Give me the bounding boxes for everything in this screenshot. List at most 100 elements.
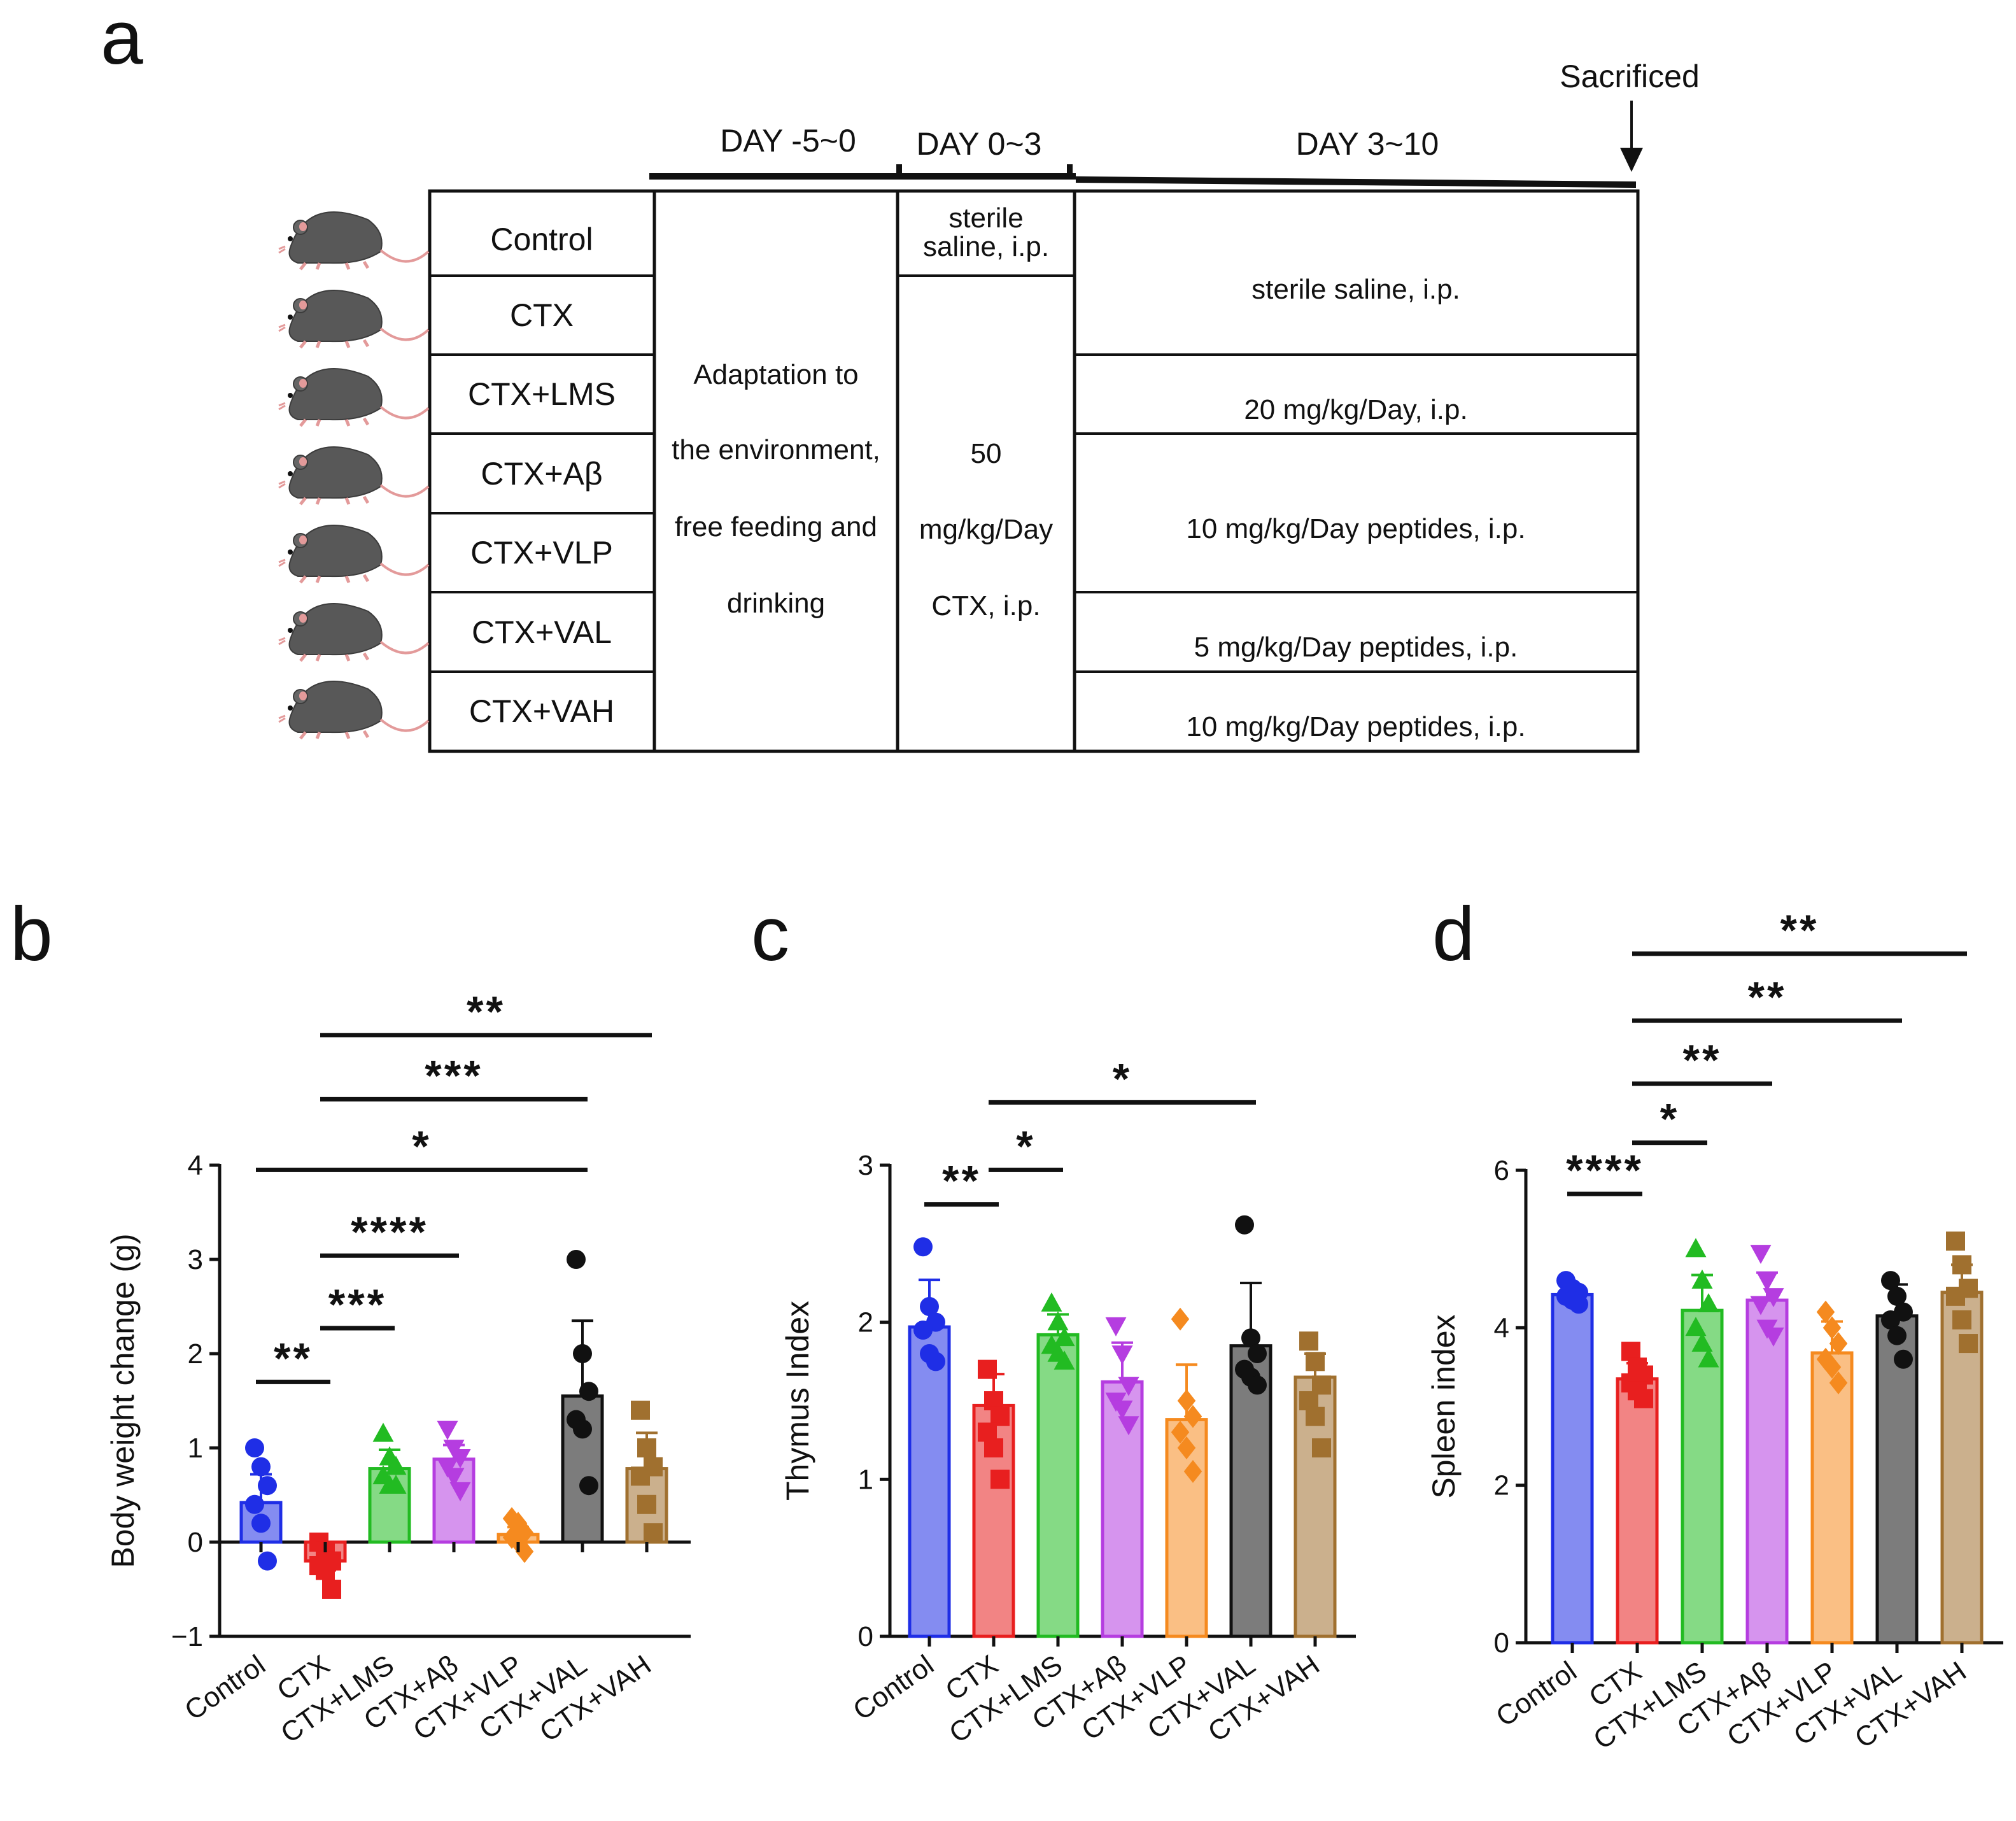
sacrificed-label: Sacrificed bbox=[1560, 59, 1700, 94]
data-point-ctx-lms bbox=[1041, 1292, 1062, 1312]
panel-a: a DAY -5~0 DAY 0~3 DAY 3~10 Sacrificed bbox=[101, 0, 1700, 753]
data-point-ctx-lms bbox=[1047, 1311, 1069, 1331]
group-label-control: Control bbox=[490, 222, 593, 257]
adaptation-line-3: free feeding and bbox=[675, 511, 877, 542]
bar-ctx-lms bbox=[1036, 1333, 1080, 1638]
data-point-ctx-val bbox=[579, 1476, 598, 1496]
data-point-ctx-abeta bbox=[449, 1482, 471, 1501]
mouse-icons bbox=[279, 212, 428, 739]
y-axis-title: Body weight change (g) bbox=[105, 1233, 141, 1568]
control-saline-line-1: sterile bbox=[948, 202, 1023, 234]
significance-stars: ** bbox=[1748, 973, 1787, 1021]
significance-stars: * bbox=[1113, 1054, 1132, 1103]
data-point-ctx-vlp bbox=[1816, 1300, 1835, 1324]
y-tick-label: 1 bbox=[188, 1433, 203, 1464]
data-point-ctx-lms bbox=[1691, 1269, 1713, 1289]
data-point-ctx-val bbox=[1248, 1344, 1267, 1363]
mouse-icon bbox=[279, 447, 428, 504]
mouse-icon bbox=[279, 212, 428, 269]
group-label-ctx-abeta: CTX+Aβ bbox=[481, 456, 602, 492]
bar-control bbox=[1551, 1293, 1594, 1645]
data-point-ctx-val bbox=[1887, 1326, 1907, 1345]
y-axis-title: Thymus Index bbox=[780, 1301, 815, 1501]
data-point-ctx-vah bbox=[637, 1438, 656, 1457]
data-point-ctx-val bbox=[1881, 1271, 1900, 1291]
data-point-ctx-vah bbox=[1946, 1286, 1965, 1306]
ctx-dose-line-2: mg/kg/Day bbox=[919, 514, 1053, 545]
data-point-ctx-abeta bbox=[1118, 1416, 1139, 1436]
data-point-ctx-abeta bbox=[437, 1421, 458, 1440]
data-point-ctx bbox=[316, 1561, 335, 1580]
data-point-ctx-vlp bbox=[1822, 1316, 1842, 1340]
data-point-ctx-lms bbox=[1698, 1348, 1719, 1368]
data-point-control bbox=[245, 1438, 264, 1457]
y-tick-label: 2 bbox=[1494, 1470, 1509, 1501]
data-point-ctx-lms bbox=[1698, 1293, 1719, 1312]
significance-stars: * bbox=[1016, 1122, 1035, 1170]
data-point-control bbox=[258, 1476, 277, 1496]
y-tick-label: 3 bbox=[858, 1150, 873, 1181]
group-label-ctx-vah: CTX+VAH bbox=[469, 693, 614, 729]
significance-stars: **** bbox=[351, 1208, 428, 1256]
data-point-ctx-vah bbox=[1952, 1255, 1971, 1275]
panel-letter-c: c bbox=[751, 891, 789, 977]
data-point-ctx-vlp bbox=[1177, 1436, 1196, 1459]
data-point-ctx-lms bbox=[372, 1422, 394, 1442]
data-point-ctx bbox=[984, 1438, 1003, 1457]
timeline: DAY -5~0 DAY 0~3 DAY 3~10 Sacrificed bbox=[649, 59, 1700, 188]
bar-ctx bbox=[1616, 1377, 1659, 1645]
data-point-control bbox=[913, 1237, 933, 1257]
y-tick-label: 0 bbox=[1494, 1627, 1509, 1659]
adaptation-line-1: Adaptation to bbox=[693, 359, 858, 390]
significance-stars: * bbox=[412, 1122, 431, 1170]
data-point-ctx bbox=[322, 1580, 341, 1599]
treatment-peptides-vah: 10 mg/kg/Day peptides, i.p. bbox=[1186, 711, 1525, 742]
y-tick-label: −1 bbox=[171, 1621, 203, 1652]
data-point-ctx-vah bbox=[631, 1466, 650, 1486]
data-point-ctx-vlp bbox=[1829, 1371, 1848, 1394]
data-point-control bbox=[258, 1551, 277, 1571]
data-point-ctx-abeta bbox=[1763, 1288, 1784, 1308]
significance-stars: ** bbox=[467, 988, 505, 1036]
data-point-ctx-vlp bbox=[515, 1540, 534, 1563]
adaptation-line-2: the environment, bbox=[672, 434, 880, 465]
y-tick-label: 2 bbox=[188, 1338, 203, 1370]
data-point-ctx-abeta bbox=[449, 1449, 471, 1469]
data-point-ctx-abeta bbox=[1763, 1327, 1784, 1347]
treatment-saline: sterile saline, i.p. bbox=[1251, 274, 1460, 305]
data-point-ctx-val bbox=[567, 1250, 586, 1269]
data-point-ctx bbox=[1634, 1389, 1653, 1408]
panel-letter-b: b bbox=[10, 891, 53, 977]
ctx-dose-line-3: CTX, i.p. bbox=[931, 590, 1040, 621]
data-point-ctx-abeta bbox=[1111, 1345, 1133, 1365]
significance-stars: * bbox=[1660, 1095, 1679, 1144]
data-point-control bbox=[251, 1457, 271, 1477]
y-tick-label: 6 bbox=[1494, 1155, 1509, 1186]
data-point-ctx-vah bbox=[1952, 1310, 1971, 1329]
significance-stars: ** bbox=[1683, 1036, 1722, 1084]
data-point-ctx-abeta bbox=[1750, 1245, 1772, 1265]
data-point-control bbox=[245, 1494, 264, 1514]
data-point-ctx-vah bbox=[1306, 1406, 1325, 1426]
data-point-ctx-vah bbox=[637, 1494, 656, 1514]
data-point-ctx-vah bbox=[1306, 1352, 1325, 1371]
data-point-ctx-vah bbox=[1946, 1231, 1965, 1251]
bar-ctx-val bbox=[1875, 1314, 1919, 1645]
data-point-ctx-vah bbox=[1299, 1331, 1318, 1351]
data-point-ctx-vah bbox=[644, 1523, 663, 1543]
bar-ctx-abeta bbox=[1745, 1298, 1789, 1645]
mouse-icon bbox=[279, 290, 428, 348]
treatment-peptides-abeta-vlp: 10 mg/kg/Day peptides, i.p. bbox=[1186, 513, 1525, 544]
y-tick-label: 4 bbox=[1494, 1312, 1509, 1343]
data-point-ctx-vah bbox=[631, 1400, 650, 1420]
group-label-ctx-val: CTX+VAL bbox=[472, 614, 612, 650]
data-point-ctx-lms bbox=[1685, 1317, 1707, 1336]
data-point-ctx-val bbox=[573, 1419, 592, 1439]
bar-control bbox=[908, 1325, 951, 1638]
phase-label-3: DAY 3~10 bbox=[1296, 126, 1439, 162]
data-point-control bbox=[251, 1513, 271, 1533]
data-point-ctx-val bbox=[1248, 1375, 1267, 1395]
panel-letter-a: a bbox=[101, 0, 143, 80]
y-tick-label: 0 bbox=[858, 1621, 873, 1652]
